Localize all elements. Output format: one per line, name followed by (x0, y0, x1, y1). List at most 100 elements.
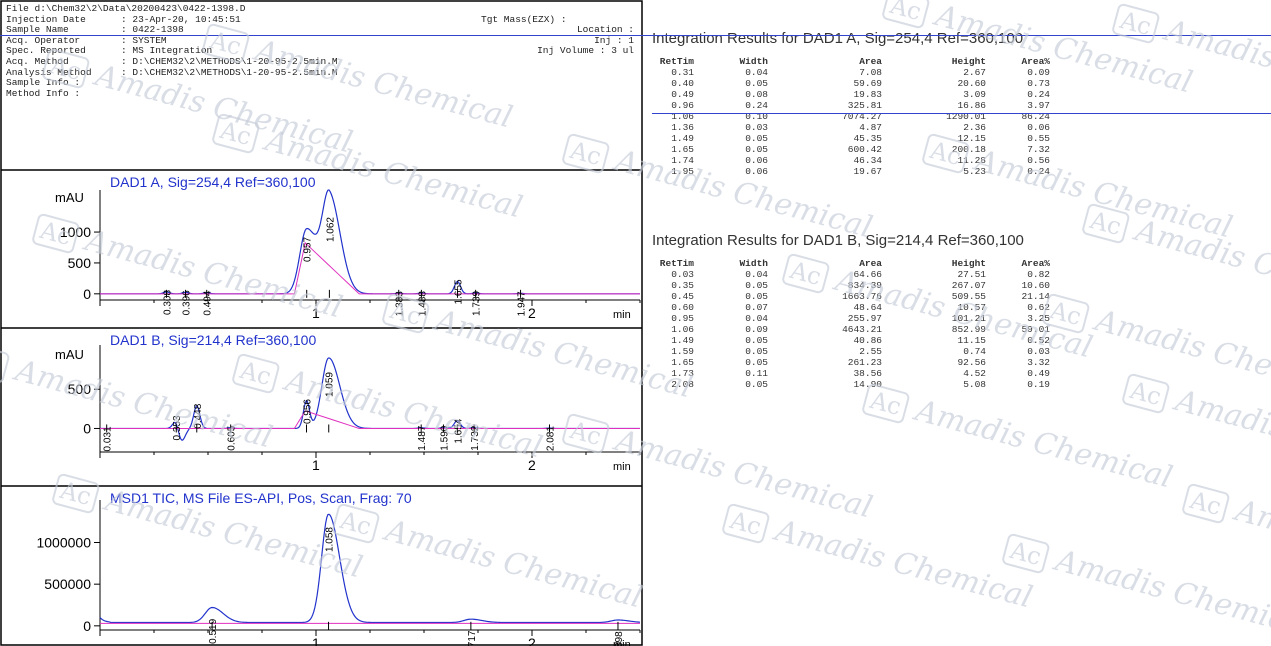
table-cell: 10.57 (957, 302, 986, 313)
header-value: : D:\CHEM32\2\METHODS\1-20-95-2.5min.M (121, 55, 338, 67)
column-header: Width (739, 56, 768, 67)
peak-label: 1.059 (325, 372, 336, 397)
table-cell: 0.09 (1027, 67, 1050, 78)
y-tick-label: 500 (68, 255, 92, 271)
y-tick-label: 500000 (44, 576, 91, 592)
cursor-line (0, 35, 1271, 36)
header-key: Acq. Operator (6, 34, 81, 46)
peak-label: 1.717 (467, 630, 478, 646)
cursor-line-2 (652, 113, 1271, 114)
table-cell: 3.09 (963, 89, 986, 100)
results-title: Integration Results for DAD1 B, Sig=214,… (652, 232, 1024, 249)
table-cell: 1.74 (671, 155, 694, 166)
signal-trace (100, 189, 640, 295)
peak-label: 1.488 (417, 291, 428, 316)
table-header: RetTim Width Area Height Area% (652, 258, 1052, 269)
y-tick-label: 0 (83, 618, 91, 634)
table-cell: 0.24 (1027, 89, 1050, 100)
table-cell: 38.56 (853, 368, 882, 379)
table-row: 1.59 0.05 2.55 0.74 0.03 (652, 346, 1052, 357)
table-cell: 255.97 (847, 313, 882, 324)
table-cell: 7.32 (1027, 144, 1050, 155)
x-axis-label: min (613, 639, 631, 646)
y-tick-label: 1000 (60, 224, 91, 240)
table-cell: 40.86 (853, 335, 882, 346)
table-cell: 0.95 (671, 313, 694, 324)
table-cell: 0.05 (745, 291, 768, 302)
table-cell: 1.36 (671, 122, 694, 133)
table-cell: 0.05 (745, 133, 768, 144)
table-cell: 0.05 (745, 280, 768, 291)
peak-label: 0.956 (302, 399, 313, 424)
table-cell: 0.56 (1027, 155, 1050, 166)
chart-2: DAD1 B, Sig=214,4 Ref=360,100 mAU 0 500 1 2 mi… (55, 332, 641, 473)
peak-label: 2.398 (614, 631, 625, 646)
header-key: Method Info : (6, 87, 81, 99)
table-cell: 852.99 (951, 324, 986, 335)
panel-frame (0, 0, 643, 646)
table-cell: 4.87 (859, 122, 882, 133)
header-line: Sample Name: 0422-1398 Location : (6, 25, 642, 36)
table-cell: 4643.21 (842, 324, 882, 335)
table-row: 1.49 0.05 45.35 12.15 0.55 (652, 133, 1052, 144)
integration-baseline (100, 241, 640, 295)
peak-label: 0.605 (227, 425, 238, 450)
table-cell: 21.14 (1021, 291, 1050, 302)
table-row: 1.06 0.10 7074.27 1290.01 86.24 (652, 111, 1052, 122)
column-header: Area% (1021, 258, 1050, 269)
table-cell: 0.05 (745, 346, 768, 357)
table-cell: 0.04 (745, 67, 768, 78)
table-row: 0.95 0.04 255.97 101.21 3.25 (652, 313, 1052, 324)
table-cell: 0.40 (671, 78, 694, 89)
header-right: Location : (576, 24, 634, 36)
table-row: 1.06 0.09 4643.21 852.99 59.01 (652, 324, 1052, 335)
x-tick-label: 1 (312, 305, 320, 321)
table-cell: 1.95 (671, 166, 694, 177)
x-tick-label: 2 (528, 305, 536, 321)
x-tick-label: 1 (312, 635, 320, 646)
peak-label: 1.655 (453, 279, 464, 304)
peak-label: 0.353 (172, 415, 183, 440)
table-cell: 3.25 (1027, 313, 1050, 324)
table-cell: 0.11 (745, 368, 768, 379)
peak-label: 1.062 (325, 217, 336, 242)
table-row: 1.74 0.06 46.34 11.28 0.56 (652, 155, 1052, 166)
table-cell: 10.60 (1021, 280, 1050, 291)
table-cell: 1.65 (671, 144, 694, 155)
table-cell: 86.24 (1021, 111, 1050, 122)
table-cell: 0.07 (745, 302, 768, 313)
table-cell: 14.90 (853, 379, 882, 390)
header-line: Acq. Operator: SYSTEM Inj : 1 (6, 34, 642, 47)
column-header: RetTim (659, 56, 694, 67)
y-axis-label: mAU (55, 190, 84, 205)
header-value: : D:\CHEM32\2\METHODS\1-20-95-2.5min.M (121, 66, 338, 78)
header-key: Sample Info : (6, 77, 81, 89)
y-tick-label: 1000000 (36, 535, 91, 551)
table-cell: 5.08 (963, 379, 986, 390)
table-cell: 0.03 (671, 269, 694, 280)
table-cell: 0.04 (745, 313, 768, 324)
table-cell: 2.36 (963, 122, 986, 133)
column-header: RetTim (659, 258, 694, 269)
table-cell: 59.01 (1021, 324, 1050, 335)
header-line: Sample Info : (6, 78, 642, 89)
header-line: Injection Date: 23-Apr-20, 10:45:51 Tgt M… (6, 14, 642, 26)
table-cell: 200.18 (951, 144, 986, 155)
table-row: 1.95 0.06 19.67 5.23 0.24 (652, 166, 1052, 177)
table-cell: 0.09 (745, 324, 768, 335)
table-cell: 2.55 (859, 346, 882, 357)
x-tick-label: 2 (528, 457, 536, 473)
table-cell: 20.60 (957, 78, 986, 89)
table-cell: 11.15 (957, 335, 986, 346)
header-key: Sample Name (6, 24, 69, 36)
table-cell: 2.08 (671, 379, 694, 390)
y-tick-label: 0 (83, 286, 91, 302)
table-cell: 0.52 (1027, 335, 1050, 346)
table-row: 1.36 0.03 4.87 2.36 0.06 (652, 122, 1052, 133)
x-axis-label: min (613, 309, 631, 321)
header-value: : MS Integration (121, 45, 213, 57)
table-cell: 1.73 (671, 368, 694, 379)
table-cell: 0.31 (671, 67, 694, 78)
table-row: 1.73 0.11 38.56 4.52 0.49 (652, 368, 1052, 379)
table-cell: 0.05 (745, 379, 768, 390)
